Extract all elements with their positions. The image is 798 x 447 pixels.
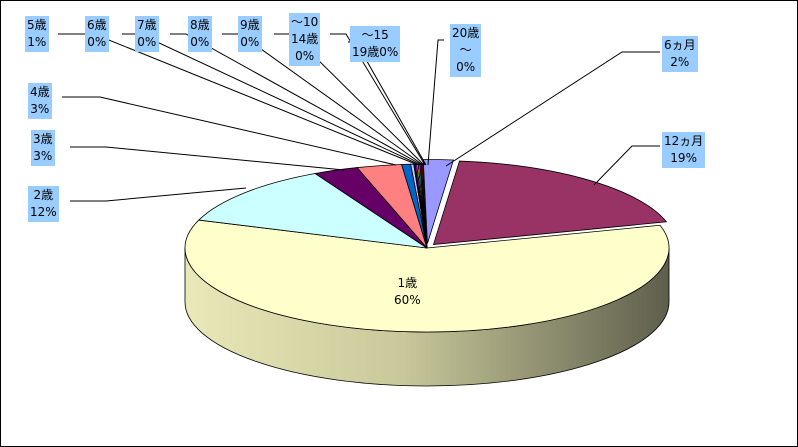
data-label-text: 19歳0% <box>352 45 399 59</box>
leader-line-1 <box>445 51 660 167</box>
data-label-value: 19% <box>670 151 697 165</box>
data-label-text: 〜 <box>459 43 472 57</box>
data-label-value: 3% <box>33 149 53 163</box>
data-label-value: 1% <box>27 35 47 49</box>
leader-line-14 <box>427 39 444 166</box>
data-label-text: 4歳 <box>30 85 50 99</box>
data-label-12: 〜10 14歳 0% <box>289 13 321 66</box>
data-label-value: 3% <box>30 102 50 116</box>
data-label-1: 6ヵ月 2% <box>662 36 698 72</box>
data-label-11: 9歳 0% <box>238 16 262 52</box>
data-label-value: 0% <box>87 35 107 49</box>
data-label-value: 0% <box>190 35 210 49</box>
data-label-value: 0% <box>137 35 157 49</box>
slice-2-top <box>432 160 668 246</box>
data-label-text: 2歳 <box>33 188 54 202</box>
data-label-text: 20歳 <box>452 26 480 40</box>
data-label-text: 5歳 <box>27 18 47 32</box>
data-label-5: 3歳 3% <box>31 130 55 166</box>
data-label-value: 2% <box>670 55 690 69</box>
data-label-value: 0% <box>240 35 260 49</box>
leader-line-4 <box>70 187 247 202</box>
data-label-7: 5歳 1% <box>25 16 49 52</box>
data-label-text: 8歳 <box>190 18 210 32</box>
data-label-text: 〜10 <box>291 15 319 29</box>
leader-line-9 <box>170 33 423 166</box>
data-label-13: 〜15 19歳0% <box>350 26 401 62</box>
data-label-text: 6ヵ月 <box>664 38 696 52</box>
data-label-text: 0% <box>295 49 315 63</box>
data-label-text: 3歳 <box>33 132 53 146</box>
slice-3-top <box>184 219 670 333</box>
slice-4-top <box>197 173 428 249</box>
data-label-value: 60% <box>394 293 421 307</box>
data-label-text: 6歳 <box>87 18 107 32</box>
data-label-6: 4歳 3% <box>28 83 52 119</box>
leader-line-5 <box>70 146 345 171</box>
data-label-value: 12% <box>30 205 57 219</box>
data-label-text: 9歳 <box>240 18 260 32</box>
data-label-text: 7歳 <box>137 18 157 32</box>
data-label-text: 14歳 <box>291 32 319 46</box>
data-label-text: 12ヵ月 <box>664 134 704 148</box>
data-label-4: 2歳 12% <box>28 186 59 222</box>
data-label-3: 1歳 60% <box>392 274 423 310</box>
data-label-2: 12ヵ月 19% <box>662 132 706 168</box>
data-label-text: 1歳 <box>397 276 418 290</box>
data-label-text: 0% <box>456 60 476 74</box>
data-label-text: 〜15 <box>361 28 389 42</box>
leader-line-12 <box>330 33 426 166</box>
data-label-10: 8歳 0% <box>188 16 212 52</box>
leader-line-2 <box>593 145 660 186</box>
data-label-9: 7歳 0% <box>135 16 159 52</box>
data-label-8: 6歳 0% <box>85 16 109 52</box>
leader-line-6 <box>62 96 397 166</box>
data-label-14: 20歳〜 0% <box>450 24 482 77</box>
